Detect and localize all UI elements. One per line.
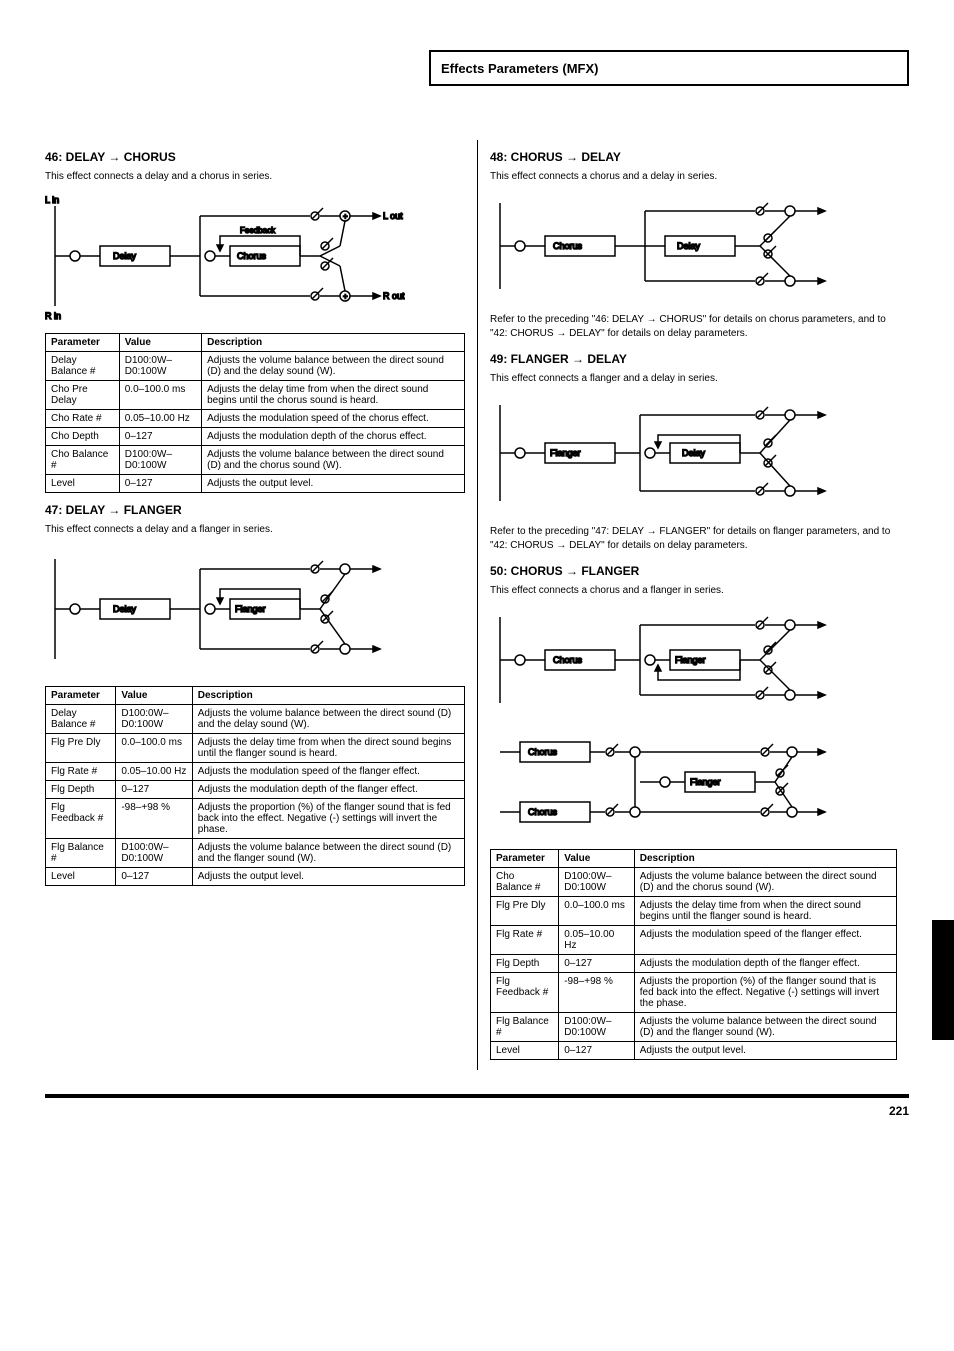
param-table-3: ParameterValueDescription Cho Balance #D…: [490, 849, 897, 1060]
svg-text:+: +: [343, 292, 348, 301]
section-desc: Refer to the preceding "47: DELAY → FLAN…: [490, 525, 897, 552]
svg-text:Chorus: Chorus: [237, 251, 267, 261]
section-title: 46: DELAY → CHORUS: [45, 150, 465, 164]
svg-text:Chorus: Chorus: [528, 747, 558, 757]
page-number: 221: [889, 1104, 909, 1118]
page-title: Effects Parameters (MFX): [441, 61, 599, 76]
section-intro: This effect connects a chorus and a dela…: [490, 170, 897, 183]
section-title: 47: DELAY → FLANGER: [45, 503, 465, 517]
svg-text:Feedback: Feedback: [240, 226, 276, 235]
diagram-delay-flanger: Delay Flanger: [45, 544, 465, 674]
svg-text:R in: R in: [45, 311, 61, 321]
svg-text:Flanger: Flanger: [690, 777, 721, 787]
section-intro: This effect connects a delay and a flang…: [45, 523, 465, 536]
param-table-2: ParameterValueDescription Delay Balance …: [45, 686, 465, 886]
svg-text:Chorus: Chorus: [528, 807, 558, 817]
section-title: 48: CHORUS → DELAY: [490, 150, 897, 164]
svg-text:Chorus: Chorus: [553, 241, 583, 251]
svg-text:Delay: Delay: [682, 448, 706, 458]
svg-text:Chorus: Chorus: [553, 655, 583, 665]
svg-text:L in: L in: [45, 195, 59, 205]
diagram-chorus-flanger-2: Chorus Chorus: [490, 727, 897, 837]
svg-text:Delay: Delay: [113, 251, 137, 261]
svg-text:Delay: Delay: [677, 241, 701, 251]
param-table-1: ParameterValueDescription Delay Balance …: [45, 333, 465, 493]
svg-text:Delay: Delay: [113, 604, 137, 614]
svg-text:Flanger: Flanger: [675, 655, 706, 665]
page-footer: 221: [45, 1094, 909, 1118]
svg-text:L out: L out: [383, 211, 403, 221]
svg-text:Flanger: Flanger: [235, 604, 266, 614]
section-desc: Refer to the preceding "46: DELAY → CHOR…: [490, 313, 897, 340]
svg-text:Flanger: Flanger: [550, 448, 581, 458]
section-title: 49: FLANGER → DELAY: [490, 352, 897, 366]
diagram-delay-chorus: L in R in Delay: [45, 191, 465, 321]
section-title: 50: CHORUS → FLANGER: [490, 564, 897, 578]
diagram-flanger-delay: Flanger Delay: [490, 393, 897, 513]
diagram-chorus-delay: Chorus Delay: [490, 191, 897, 301]
svg-text:+: +: [343, 212, 348, 221]
left-column: 46: DELAY → CHORUS This effect connects …: [45, 140, 465, 1070]
svg-text:R out: R out: [383, 291, 405, 301]
sidebar-tab: [932, 920, 954, 1040]
diagram-chorus-flanger-1: Chorus Flanger: [490, 605, 897, 715]
section-intro: This effect connects a chorus and a flan…: [490, 584, 897, 597]
page-header: Effects Parameters (MFX): [429, 50, 909, 86]
section-intro: This effect connects a delay and a choru…: [45, 170, 465, 183]
right-column: 48: CHORUS → DELAY This effect connects …: [477, 140, 897, 1070]
section-intro: This effect connects a flanger and a del…: [490, 372, 897, 385]
